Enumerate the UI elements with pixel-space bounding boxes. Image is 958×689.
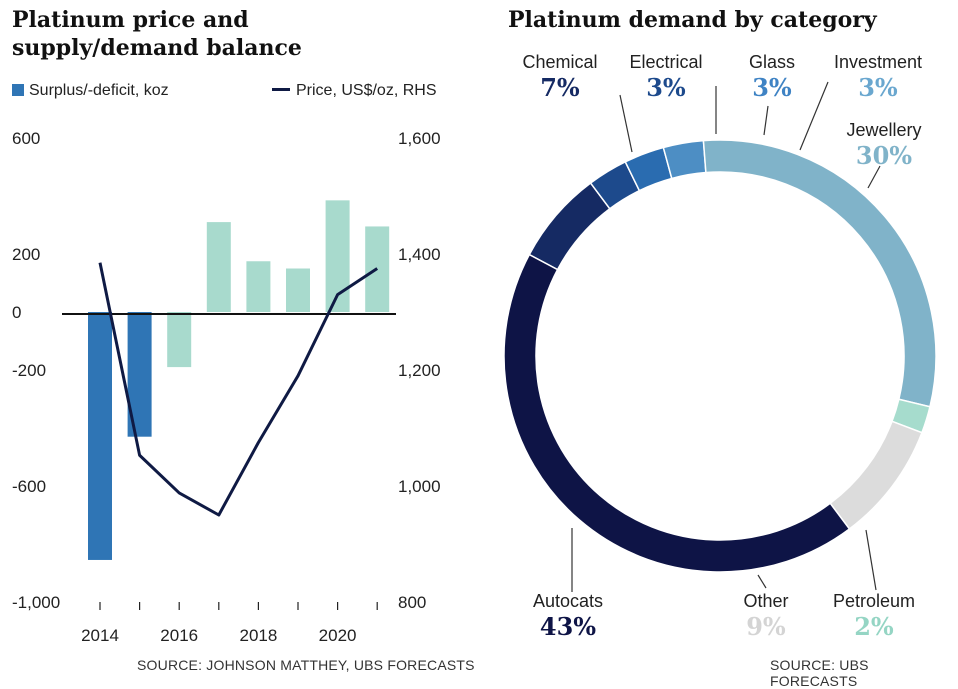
left-y-tick-label: -1,000 (12, 593, 60, 612)
bar-2018 (246, 261, 271, 312)
category-pct-investment: 3% (858, 73, 898, 102)
bar-2017 (206, 222, 231, 312)
donut-slice-jewellery (702, 139, 937, 408)
right-y-tick-label: 1,000 (398, 477, 441, 496)
leader-line-petroleum (865, 529, 877, 591)
category-label-electrical: Electrical (629, 52, 702, 72)
right-chart-title: Platinum demand by category (508, 7, 877, 33)
category-pct-petroleum: 2% (854, 612, 894, 641)
category-pct-glass: 3% (752, 73, 792, 102)
category-pct-jewellery: 30% (856, 141, 912, 170)
donut-slice-autocats (503, 253, 851, 573)
x-tick-label: 2014 (81, 626, 119, 645)
category-label-autocats: Autocats (533, 591, 603, 611)
x-tick-label: 2016 (160, 626, 198, 645)
legend-line-entry: Price, US$/oz, RHS (272, 82, 436, 100)
x-tick-label: 2018 (239, 626, 277, 645)
leader-line-jewellery (867, 165, 881, 189)
legend-line-swatch (272, 88, 290, 91)
category-label-jewellery: Jewellery (846, 120, 921, 140)
right-y-tick-label: 1,200 (398, 361, 441, 380)
category-label-glass: Glass (749, 52, 795, 72)
donut-slice-other (829, 420, 923, 531)
left-y-tick-label: 600 (12, 129, 40, 148)
category-pct-other: 9% (746, 612, 786, 641)
category-label-other: Other (743, 591, 788, 611)
category-label-petroleum: Petroleum (833, 591, 915, 611)
leader-line-investment (799, 81, 829, 151)
legend-bar-entry: Surplus/-deficit, koz (12, 82, 169, 100)
leader-line-other (757, 574, 767, 589)
legend-bar-label: Surplus/-deficit, koz (29, 82, 169, 99)
bar-2014 (88, 312, 112, 560)
left-chart: 600 200 0 -200 -600 -1,000 1,600 1,400 1,200 1,00… (12, 129, 441, 645)
category-label-investment: Investment (834, 52, 922, 72)
right-chart-source: SOURCE: UBS FORECASTS (770, 657, 869, 689)
donut-slice-investment (662, 139, 707, 180)
legend-bar-swatch (12, 84, 24, 96)
right-y-tick-label: 1,400 (398, 245, 441, 264)
left-y-tick-label: 200 (12, 245, 40, 264)
bar-2019 (286, 268, 310, 312)
category-pct-electrical: 3% (646, 73, 686, 102)
price-line (98, 262, 379, 517)
left-y-tick-label: -600 (12, 477, 46, 496)
category-label-chemical: Chemical (522, 52, 597, 72)
left-y-tick-label: 0 (12, 303, 21, 322)
right-y-tick-label: 1,600 (398, 129, 441, 148)
left-y-tick-label: -200 (12, 361, 46, 380)
category-pct-autocats: 43% (540, 612, 596, 641)
category-pct-chemical: 7% (540, 73, 580, 102)
x-tick-label: 2020 (319, 626, 357, 645)
left-chart-title: Platinum price and supply/demand balance (12, 7, 302, 61)
left-chart-source: SOURCE: JOHNSON MATTHEY, UBS FORECASTS (137, 657, 475, 673)
leader-line-glass (763, 105, 769, 136)
legend-line-label: Price, US$/oz, RHS (296, 82, 437, 99)
donut-slice-chemical (528, 181, 611, 271)
bar-2016 (167, 312, 192, 368)
right-y-tick-label: 800 (398, 593, 426, 612)
leader-line-chemical (619, 94, 633, 153)
